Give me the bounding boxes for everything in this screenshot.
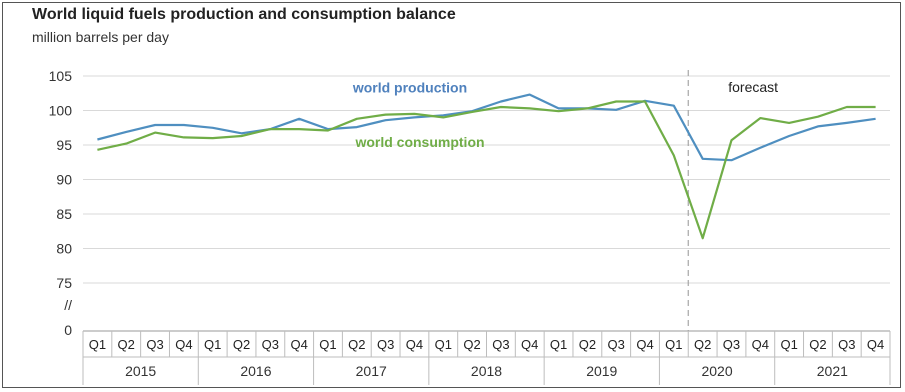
quarter-tick-label: Q1 xyxy=(780,337,797,352)
y-tick-label: 85 xyxy=(56,206,72,222)
quarter-tick-label: Q4 xyxy=(521,337,538,352)
chart-subtitle: million barrels per day xyxy=(32,29,169,45)
quarter-tick-label: Q3 xyxy=(146,337,163,352)
quarter-tick-label: Q4 xyxy=(290,337,307,352)
y-tick-label: // xyxy=(64,297,72,313)
quarter-tick-label: Q3 xyxy=(262,337,279,352)
quarter-tick-label: Q3 xyxy=(377,337,394,352)
quarter-tick-label: Q2 xyxy=(463,337,480,352)
quarter-tick-label: Q3 xyxy=(492,337,509,352)
y-tick-label: 105 xyxy=(49,68,73,84)
y-tick-label: 80 xyxy=(56,241,72,257)
quarter-tick-label: Q3 xyxy=(723,337,740,352)
quarter-tick-label: Q2 xyxy=(233,337,250,352)
quarter-tick-label: Q4 xyxy=(867,337,884,352)
quarter-tick-label: Q3 xyxy=(608,337,625,352)
year-tick-label: 2019 xyxy=(586,363,617,379)
series-annotation: world production xyxy=(352,80,467,96)
series-line-1 xyxy=(97,100,876,240)
y-tick-label: 0 xyxy=(64,322,72,338)
quarter-tick-label: Q2 xyxy=(694,337,711,352)
year-tick-label: 2016 xyxy=(240,363,271,379)
y-tick-label: 90 xyxy=(56,172,72,188)
chart-title: World liquid fuels production and consum… xyxy=(32,6,456,23)
quarter-tick-label: Q1 xyxy=(550,337,567,352)
quarter-tick-label: Q1 xyxy=(89,337,106,352)
chart-frame xyxy=(2,2,901,388)
quarter-tick-label: Q4 xyxy=(175,337,192,352)
quarter-tick-label: Q1 xyxy=(665,337,682,352)
quarter-tick-label: Q4 xyxy=(752,337,769,352)
quarter-tick-label: Q3 xyxy=(838,337,855,352)
quarter-tick-label: Q1 xyxy=(204,337,221,352)
year-tick-label: 2017 xyxy=(356,363,387,379)
year-tick-label: 2021 xyxy=(817,363,848,379)
y-tick-label: 75 xyxy=(56,275,72,291)
y-tick-label: 95 xyxy=(56,137,72,153)
quarter-tick-label: Q4 xyxy=(406,337,423,352)
year-tick-label: 2015 xyxy=(125,363,156,379)
quarter-tick-label: Q2 xyxy=(348,337,365,352)
forecast-label: forecast xyxy=(728,79,778,95)
series-annotation: world consumption xyxy=(354,134,484,150)
quarter-tick-label: Q2 xyxy=(118,337,135,352)
quarter-tick-label: Q1 xyxy=(435,337,452,352)
quarter-tick-label: Q1 xyxy=(319,337,336,352)
year-tick-label: 2020 xyxy=(701,363,732,379)
quarter-tick-label: Q2 xyxy=(809,337,826,352)
quarter-tick-label: Q2 xyxy=(579,337,596,352)
series-line-0 xyxy=(97,93,876,162)
year-tick-label: 2018 xyxy=(471,363,502,379)
quarter-tick-label: Q4 xyxy=(636,337,653,352)
y-tick-label: 100 xyxy=(49,103,73,119)
